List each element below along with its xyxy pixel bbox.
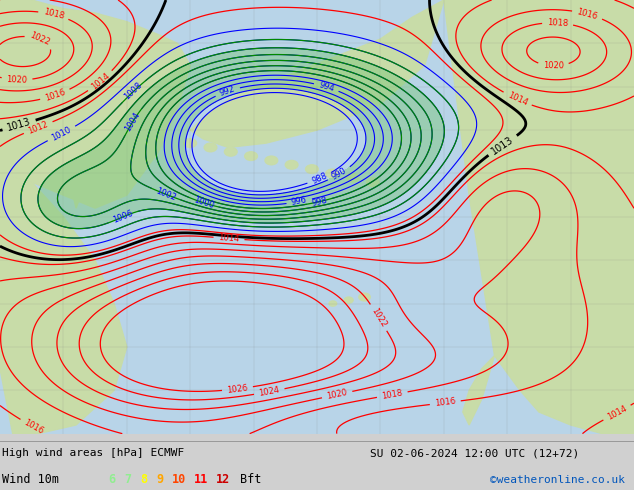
Text: 1002: 1002 xyxy=(155,186,178,202)
Text: 1018: 1018 xyxy=(547,18,569,28)
Text: 1016: 1016 xyxy=(44,88,67,103)
Circle shape xyxy=(204,143,217,152)
Text: 988: 988 xyxy=(311,171,328,186)
Text: 1024: 1024 xyxy=(258,385,280,398)
Polygon shape xyxy=(0,0,190,208)
Polygon shape xyxy=(0,173,127,434)
Text: 1020: 1020 xyxy=(543,61,564,71)
Text: 1022: 1022 xyxy=(369,306,388,329)
Polygon shape xyxy=(444,0,634,434)
Circle shape xyxy=(344,297,353,303)
Circle shape xyxy=(224,147,237,156)
Circle shape xyxy=(245,152,257,160)
Text: 992: 992 xyxy=(219,85,236,98)
Text: 1016: 1016 xyxy=(23,418,46,437)
Circle shape xyxy=(346,173,359,182)
Text: 7: 7 xyxy=(124,473,131,487)
Text: 1004: 1004 xyxy=(124,111,142,133)
Text: 1020: 1020 xyxy=(6,75,28,85)
Circle shape xyxy=(326,169,339,178)
Polygon shape xyxy=(190,0,444,147)
Text: 6: 6 xyxy=(108,473,115,487)
Text: 11: 11 xyxy=(194,473,208,487)
Text: 1018: 1018 xyxy=(381,389,403,401)
Text: 1016: 1016 xyxy=(434,397,456,409)
Text: 1020: 1020 xyxy=(326,388,348,401)
Polygon shape xyxy=(51,113,86,173)
Text: 1014: 1014 xyxy=(605,404,628,421)
Text: 1013: 1013 xyxy=(6,117,32,133)
Circle shape xyxy=(359,293,370,301)
Text: Bft: Bft xyxy=(240,473,261,487)
Text: 9: 9 xyxy=(156,473,163,487)
Text: 1013: 1013 xyxy=(489,134,515,156)
Circle shape xyxy=(306,165,318,173)
Text: 1014: 1014 xyxy=(218,233,240,244)
Circle shape xyxy=(184,139,197,147)
Text: 1016: 1016 xyxy=(576,7,598,21)
Text: Wind 10m: Wind 10m xyxy=(2,473,59,487)
Text: 1000: 1000 xyxy=(192,196,215,210)
Circle shape xyxy=(366,178,379,187)
Text: 10: 10 xyxy=(172,473,186,487)
Circle shape xyxy=(329,301,337,306)
Text: 12: 12 xyxy=(216,473,230,487)
Text: SU 02-06-2024 12:00 UTC (12+72): SU 02-06-2024 12:00 UTC (12+72) xyxy=(370,448,579,458)
Text: 1006: 1006 xyxy=(112,209,134,225)
Text: 1014: 1014 xyxy=(89,71,112,92)
Text: 1008: 1008 xyxy=(123,81,145,102)
Text: 1018: 1018 xyxy=(42,8,65,22)
Text: 998: 998 xyxy=(311,196,328,208)
Text: High wind areas [hPa] ECMWF: High wind areas [hPa] ECMWF xyxy=(2,448,184,458)
Text: 1026: 1026 xyxy=(226,383,249,394)
Text: ©weatheronline.co.uk: ©weatheronline.co.uk xyxy=(490,475,625,485)
Text: 996: 996 xyxy=(290,196,308,207)
Polygon shape xyxy=(463,356,495,425)
Circle shape xyxy=(285,160,298,169)
Text: 1022: 1022 xyxy=(29,31,51,48)
Circle shape xyxy=(265,156,278,165)
Text: 1014: 1014 xyxy=(506,91,529,108)
Polygon shape xyxy=(70,165,82,208)
Text: 1012: 1012 xyxy=(27,120,49,136)
Text: 990: 990 xyxy=(330,166,348,182)
Text: 1010: 1010 xyxy=(50,125,73,143)
Text: 8: 8 xyxy=(140,473,147,487)
Text: 994: 994 xyxy=(318,80,335,94)
